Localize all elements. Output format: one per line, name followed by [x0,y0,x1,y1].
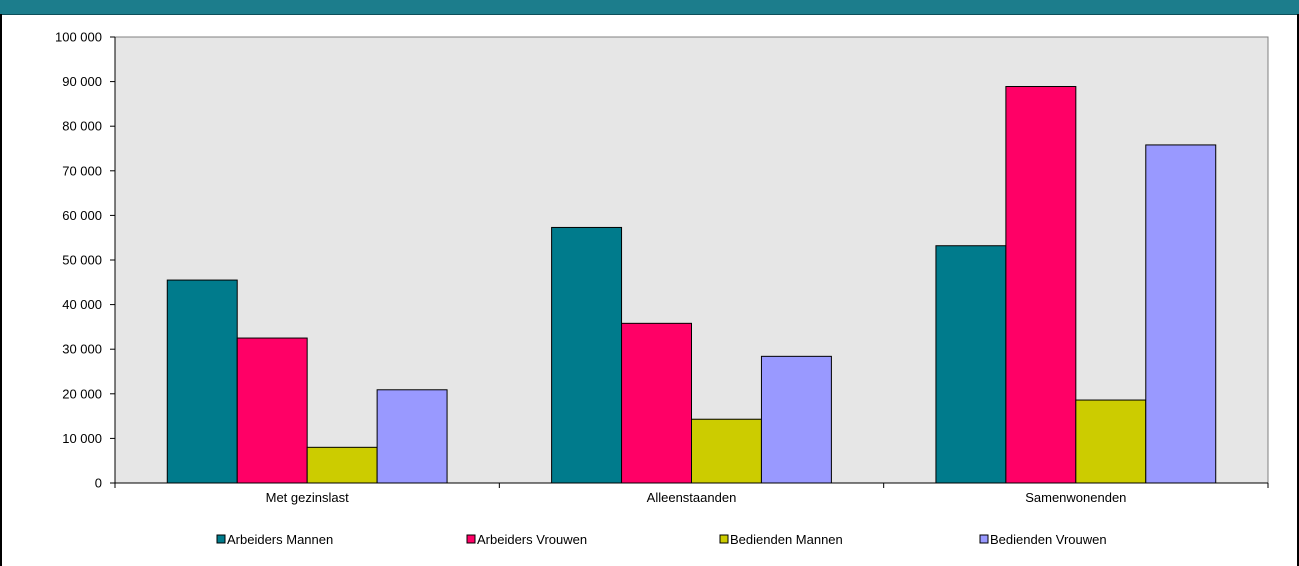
y-tick-label: 30 000 [62,342,102,357]
bar [621,322,692,484]
bar [306,446,378,484]
header-band [0,0,1299,15]
x-tick-label: Met gezinslast [266,490,349,505]
x-axis: Met gezinslast Alleenstaanden Samenwonende… [114,482,1269,505]
bar [166,279,238,484]
y-tick-label: 10 000 [62,431,102,446]
bar [935,245,1007,484]
y-tick-label: 90 000 [62,74,102,89]
y-tick-label: 80 000 [62,119,102,134]
y-tick-label: 0 [95,476,102,491]
legend-swatch [466,534,476,544]
x-tick-label: Samenwonenden [1025,490,1126,505]
bar [760,355,832,484]
legend-label: Arbeiders Mannen [227,532,333,547]
bar [236,337,308,484]
y-tick-label: 50 000 [62,253,102,268]
bar [1075,399,1147,484]
bar [1005,86,1077,484]
y-tick-label: 100 000 [55,30,102,45]
legend-label: Bedienden Vrouwen [990,532,1107,547]
legend-label: Arbeiders Vrouwen [477,532,587,547]
bar [376,389,448,484]
right-border [1297,14,1299,566]
y-tick-label: 20 000 [62,386,102,401]
y-axis: 0 10 000 20 000 30 000 40 000 50 000 60 000 70 … [55,30,116,491]
bar [691,418,762,484]
y-tick-label: 60 000 [62,208,102,223]
legend-swatch [216,534,226,544]
left-border [0,14,2,566]
bar [551,226,623,484]
x-tick-label: Alleenstaanden [647,490,737,505]
bar [1145,144,1217,484]
legend-swatch [719,534,729,544]
y-tick-label: 70 000 [62,163,102,178]
legend: Arbeiders Mannen Arbeiders Vrouwen Bediend… [216,532,1107,547]
y-tick-label: 40 000 [62,297,102,312]
legend-label: Bedienden Mannen [730,532,843,547]
bars [166,86,1217,484]
legend-swatch [979,534,989,544]
